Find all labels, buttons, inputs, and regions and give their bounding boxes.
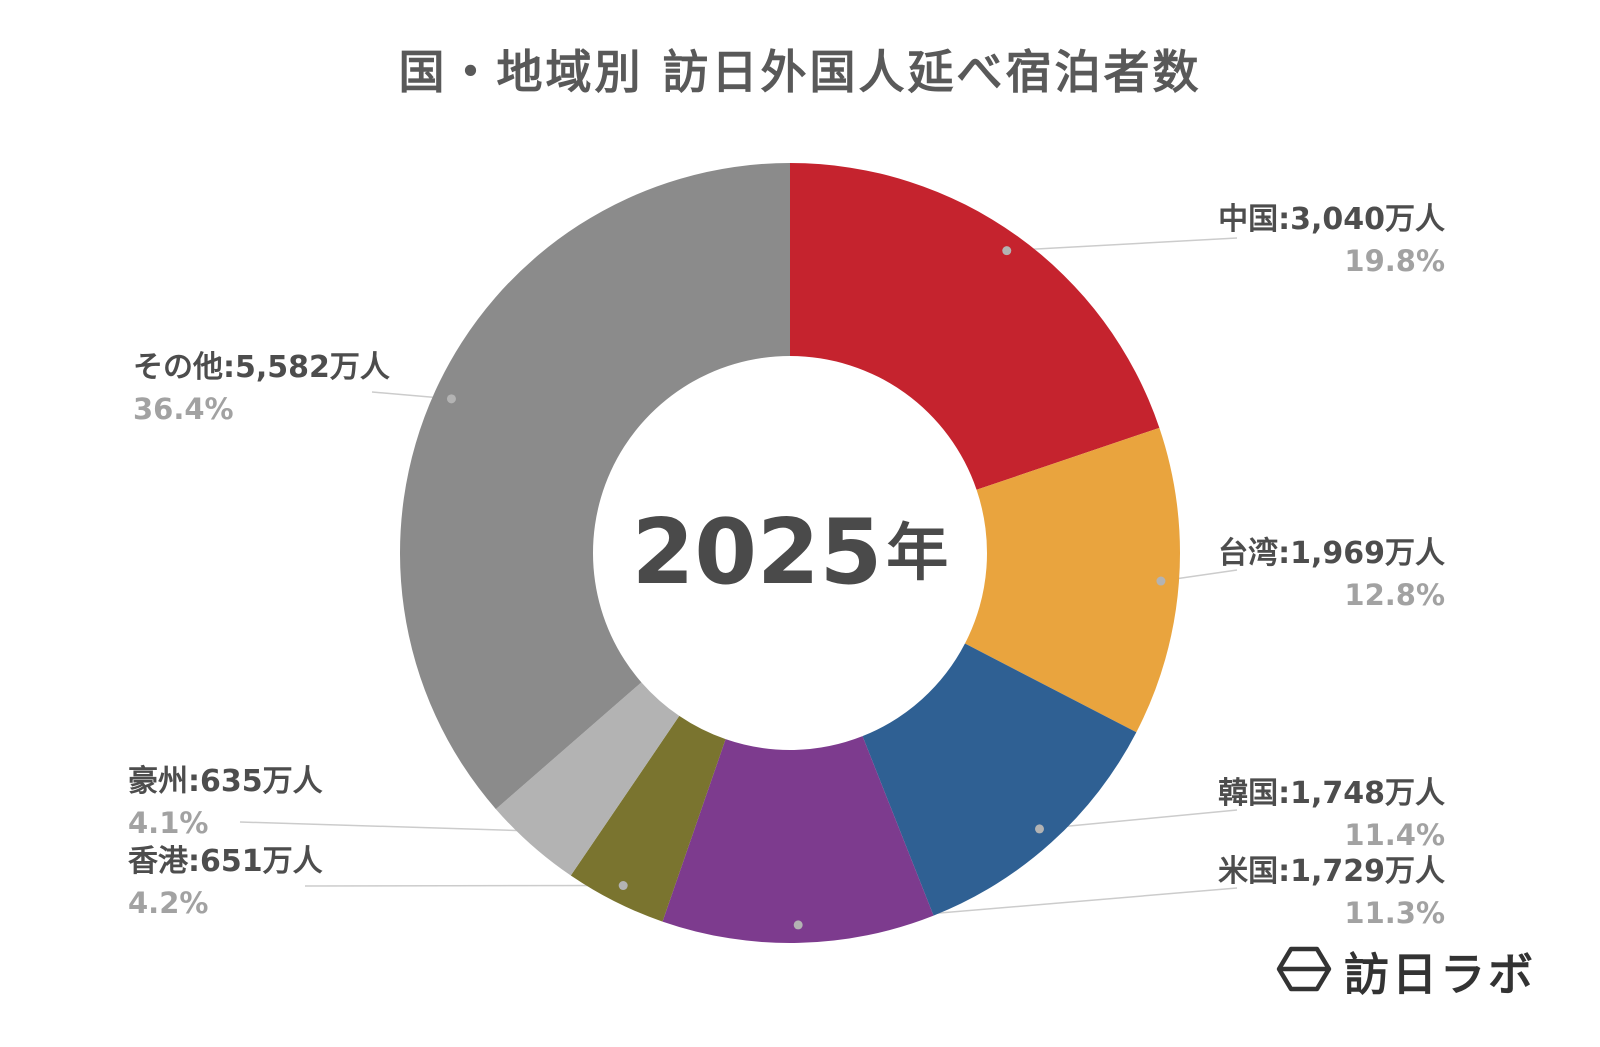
- leader-dot-china: [1002, 246, 1012, 256]
- leader-line-australia: [239, 821, 544, 833]
- segment-value-label: 米国:1,729万人: [1218, 854, 1445, 889]
- segment-label-others: その他:5,582万人 36.4%: [133, 352, 390, 424]
- leader-dot-south-korea: [1035, 824, 1044, 834]
- hexagon-logo-icon: [1276, 944, 1332, 998]
- center-year: 2025: [631, 500, 883, 605]
- segment-value-label: その他:5,582万人: [133, 350, 390, 385]
- segment-label-hong-kong: 香港:651万人 4.2%: [128, 846, 323, 918]
- leader-dot-taiwan: [1156, 576, 1166, 586]
- segment-label-usa: 米国:1,729万人 11.3%: [1218, 856, 1445, 928]
- leader-line-south-korea: [1039, 809, 1238, 830]
- segment-percent-label: 11.3%: [1344, 895, 1445, 930]
- segment-value-label: 香港:651万人: [128, 844, 323, 879]
- leader-dot-others: [446, 394, 456, 404]
- leader-dot-usa: [793, 920, 803, 930]
- segment-label-china: 中国:3,040万人 19.8%: [1218, 204, 1445, 276]
- segment-percent-label: 36.4%: [133, 391, 234, 426]
- donut-segment-taiwan: [964, 427, 1181, 733]
- segment-value-label: 台湾:1,969万人: [1218, 536, 1445, 571]
- donut-segment-usa: [662, 736, 934, 943]
- chart-title: 国・地域別 訪日外国人延べ宿泊者数: [398, 45, 1202, 99]
- segment-percent-label: 4.1%: [128, 805, 209, 840]
- center-year-label: 2025 年: [570, 488, 1010, 618]
- donut-segment-china: [790, 163, 1160, 490]
- segment-value-label: 中国:3,040万人: [1218, 202, 1445, 237]
- segment-percent-label: 4.2%: [128, 885, 209, 920]
- hinichi-lab-logo: 訪日ラボ: [1276, 938, 1536, 1003]
- segment-label-south-korea: 韓国:1,748万人 11.4%: [1218, 778, 1445, 850]
- leader-dot-australia: [538, 826, 548, 836]
- donut-segment-south-korea: [862, 643, 1137, 916]
- logo-text: 訪日ラボ: [1343, 948, 1536, 1001]
- segment-label-australia: 豪州:635万人 4.1%: [128, 766, 323, 838]
- segment-percent-label: 19.8%: [1344, 243, 1445, 278]
- leader-line-china: [1006, 237, 1238, 252]
- segment-value-label: 豪州:635万人: [128, 764, 323, 799]
- leader-dot-hong-kong: [618, 881, 628, 891]
- donut-segment-hong-kong: [570, 715, 726, 922]
- segment-percent-label: 12.8%: [1344, 577, 1445, 612]
- segment-percent-label: 11.4%: [1344, 817, 1445, 852]
- donut-segment-others: [399, 163, 790, 810]
- center-year-suffix: 年: [886, 516, 949, 589]
- segment-label-taiwan: 台湾:1,969万人 12.8%: [1218, 538, 1445, 610]
- segment-value-label: 韓国:1,748万人: [1218, 776, 1445, 811]
